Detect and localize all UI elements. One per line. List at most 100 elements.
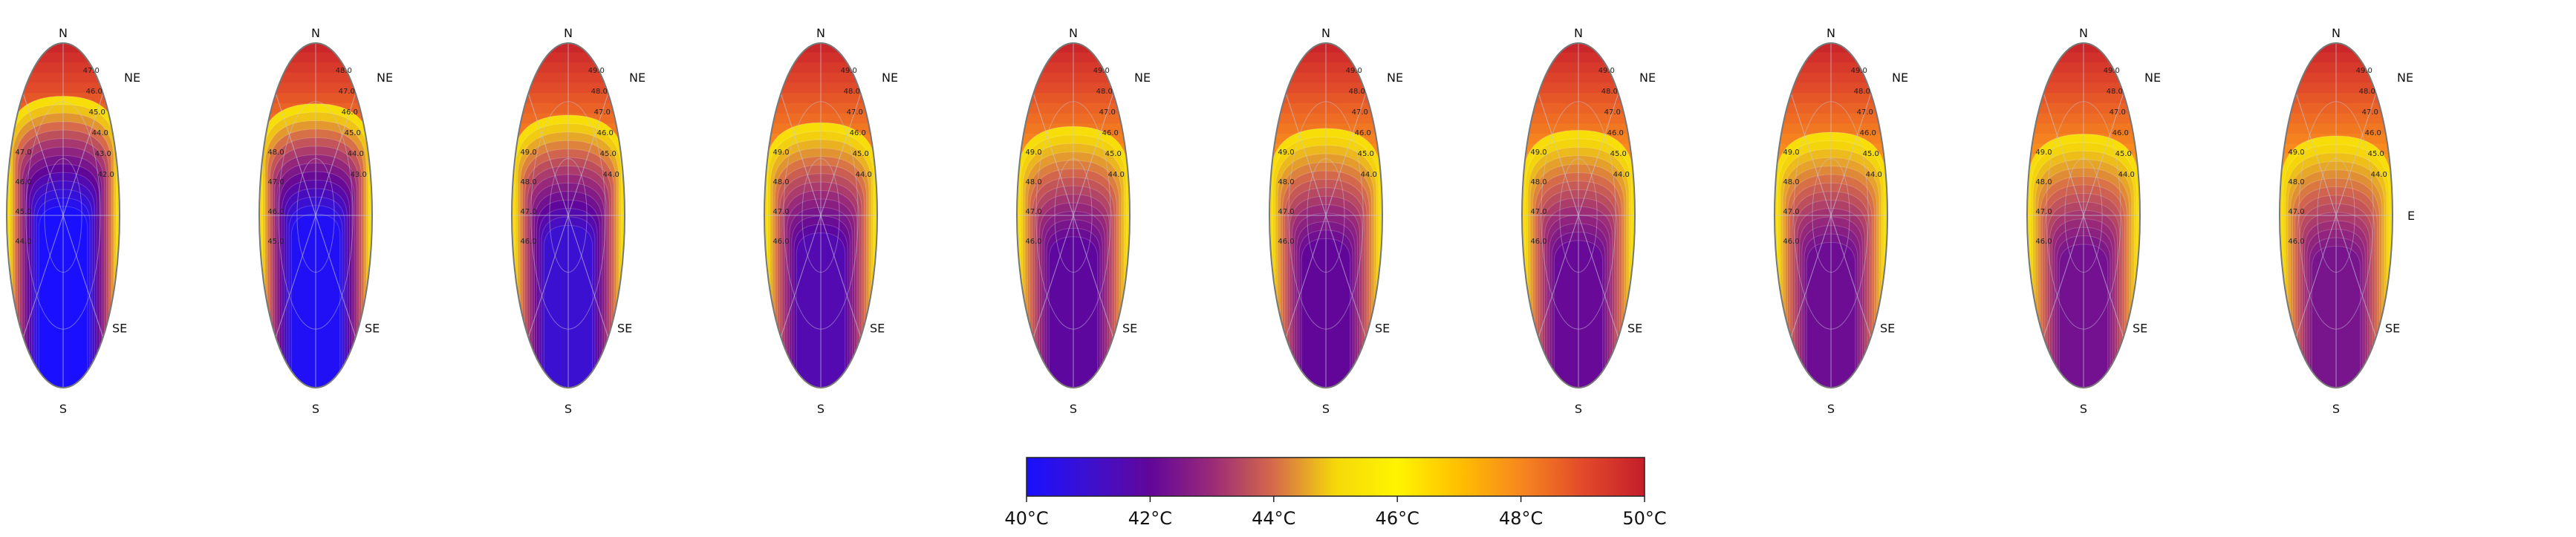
panel-outline <box>2279 42 2393 388</box>
contour-label: 49.0 <box>588 67 605 75</box>
polar-panel: 49.0 48.0 47.0 46.0 45.0 44.0 49.0 48.0 47.0 46.0… <box>764 26 898 416</box>
contour-label: 44.0 <box>856 171 872 179</box>
direction-label-ne: NE <box>1134 71 1151 85</box>
contour-label: 46.0 <box>2288 238 2304 246</box>
contour-label: 47.0 <box>847 108 863 117</box>
grid-ring <box>530 101 606 330</box>
direction-label-n: N <box>1069 26 1078 40</box>
contour-label: 45.0 <box>1863 150 1879 158</box>
grid-ring <box>1054 157 1093 273</box>
contour-label: 49.0 <box>2356 67 2372 75</box>
grid-spoke <box>1032 91 1115 340</box>
grid-ring <box>801 157 840 273</box>
contour-label: 47.0 <box>1278 208 1294 216</box>
contour-label: 48.0 <box>1349 88 1365 96</box>
direction-label-se: SE <box>2133 322 2147 336</box>
contour-label: 48.0 <box>591 88 608 96</box>
contour-label: 48.0 <box>844 88 860 96</box>
direction-label-s: S <box>312 402 319 416</box>
contour-label: 49.0 <box>1025 149 1041 157</box>
direction-label-s: S <box>817 402 824 416</box>
grid-spoke <box>1284 91 1367 340</box>
direction-label-n: N <box>2332 26 2341 40</box>
direction-label-e: E <box>2407 209 2415 223</box>
contour-label: 46.0 <box>342 108 358 117</box>
grid-spoke <box>527 91 610 340</box>
grid-spoke <box>2294 91 2378 340</box>
direction-label-se: SE <box>2385 322 2400 336</box>
grid-ring <box>2064 157 2103 273</box>
contour-label: 46.0 <box>1783 238 1799 246</box>
grid-ring <box>44 157 82 273</box>
contour-label: 45.0 <box>15 208 31 216</box>
contour-label: 47.0 <box>1099 108 1116 117</box>
panels-layer: 47.0 46.0 45.0 44.0 43.0 42.0 47.0 46.0 45.0 44.0… <box>6 26 2415 416</box>
panel-outline <box>2026 42 2141 388</box>
contour-label: 46.0 <box>1860 129 1876 137</box>
contour-label: 46.0 <box>86 88 103 96</box>
grid-ring <box>1307 157 1345 273</box>
contour-label: 47.0 <box>520 208 536 216</box>
contour-label: 49.0 <box>1598 67 1615 75</box>
contour-label: 48.0 <box>1278 178 1294 186</box>
direction-label-se: SE <box>1880 322 1895 336</box>
contour-label: 49.0 <box>2288 149 2304 157</box>
colorbar-tick-label: 48°C <box>1499 508 1543 529</box>
grid-spoke <box>779 91 862 340</box>
polar-panel: 49.0 48.0 47.0 46.0 45.0 44.0 49.0 48.0 47.0 46.0… <box>2026 26 2161 416</box>
contour-label: 46.0 <box>597 129 614 137</box>
direction-label-ne: NE <box>2397 71 2413 85</box>
contour-label: 48.0 <box>336 67 352 75</box>
polar-panel: 49.0 48.0 47.0 46.0 45.0 44.0 49.0 48.0 47.0 46.0… <box>2279 26 2415 416</box>
direction-label-s: S <box>1827 402 1835 416</box>
contour-label: 48.0 <box>267 149 284 157</box>
grid-ring <box>1288 101 1364 330</box>
direction-label-se: SE <box>365 322 380 336</box>
direction-label-ne: NE <box>124 71 140 85</box>
contour-label: 44.0 <box>1361 171 1377 179</box>
contour-label: 47.0 <box>83 67 100 75</box>
contour-label: 49.0 <box>1093 67 1110 75</box>
direction-label-ne: NE <box>882 71 898 85</box>
direction-label-se: SE <box>112 322 127 336</box>
contour-label: 49.0 <box>1278 149 1294 157</box>
grid-ring <box>2298 101 2374 330</box>
direction-label-ne: NE <box>377 71 393 85</box>
contour-label: 48.0 <box>1530 178 1546 186</box>
direction-label-se: SE <box>870 322 885 336</box>
direction-label-n: N <box>816 26 825 40</box>
direction-label-s: S <box>1322 402 1330 416</box>
contour-label: 47.0 <box>339 88 355 96</box>
contour-label: 46.0 <box>773 238 789 246</box>
contour-label: 46.0 <box>2035 238 2052 246</box>
direction-label-s: S <box>565 402 572 416</box>
contour-label: 49.0 <box>1346 67 1362 75</box>
contour-label: 46.0 <box>15 178 31 186</box>
grid-spoke <box>1537 91 1620 340</box>
panel-outline <box>6 42 120 388</box>
panel-outline <box>1269 42 1383 388</box>
contour-label: 47.0 <box>1604 108 1621 117</box>
contour-label: 45.0 <box>1105 150 1122 158</box>
contour-label: 43.0 <box>351 171 367 179</box>
contour-label: 47.0 <box>1857 108 1873 117</box>
direction-label-n: N <box>59 26 68 40</box>
contour-label: 46.0 <box>1607 129 1624 137</box>
polar-panel: 47.0 46.0 45.0 44.0 43.0 42.0 47.0 46.0 45.0 44.0… <box>6 26 140 416</box>
colorbar-tick-label: 46°C <box>1376 508 1419 529</box>
direction-label-s: S <box>1575 402 1582 416</box>
panel-outline <box>1521 42 1636 388</box>
grid-spoke <box>22 91 105 340</box>
contour-label: 48.0 <box>2035 178 2052 186</box>
contour-label: 48.0 <box>773 178 789 186</box>
contour-label: 46.0 <box>1530 238 1546 246</box>
polar-panel: 49.0 48.0 47.0 46.0 45.0 44.0 49.0 48.0 47.0 46.0… <box>1016 26 1151 416</box>
direction-label-n: N <box>1321 26 1330 40</box>
polar-panel: 49.0 48.0 47.0 46.0 45.0 44.0 49.0 48.0 47.0 46.0… <box>1269 26 1403 416</box>
contour-label: 47.0 <box>2035 208 2052 216</box>
grid-ring <box>549 157 588 273</box>
direction-label-ne: NE <box>2144 71 2161 85</box>
direction-label-n: N <box>2079 26 2088 40</box>
contour-label: 48.0 <box>1025 178 1041 186</box>
